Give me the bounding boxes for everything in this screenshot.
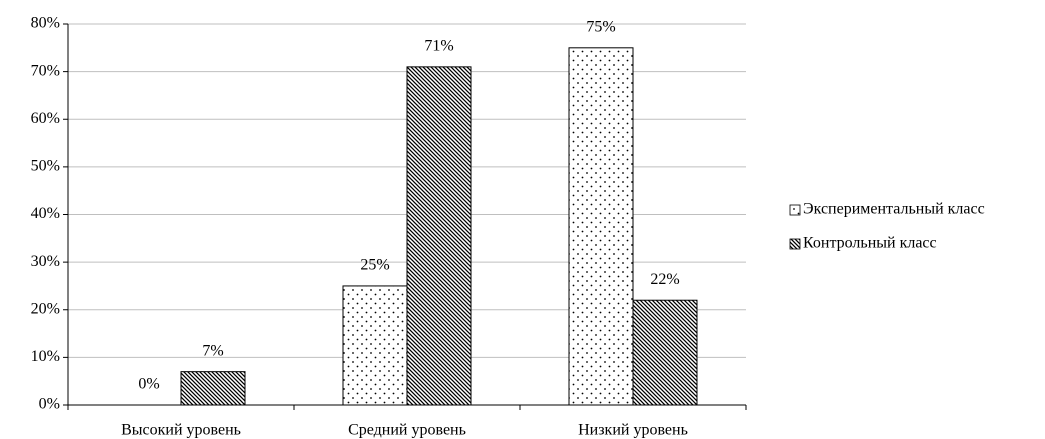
y-tick-label: 60% [31, 110, 60, 127]
value-label: 25% [360, 257, 389, 274]
value-label: 75% [586, 18, 615, 35]
x-tick-label: Низкий уровень [578, 422, 688, 439]
y-tick-label: 20% [31, 300, 60, 317]
x-tick-label: Средний уровень [348, 422, 466, 439]
legend-label: Экспериментальный класс [803, 201, 985, 218]
y-tick-label: 80% [31, 15, 60, 32]
bar [342, 285, 408, 406]
value-label: 71% [424, 38, 453, 55]
bar [632, 299, 698, 406]
y-tick-label: 70% [31, 62, 60, 79]
legend-swatch [789, 238, 801, 250]
legend-swatch [789, 204, 801, 216]
y-tick-label: 30% [31, 253, 60, 270]
y-tick-label: 0% [39, 396, 60, 413]
x-tick-label: Высокий уровень [121, 422, 241, 439]
value-label: 7% [202, 342, 223, 359]
legend-label: Контрольный класс [803, 235, 937, 252]
value-label: 22% [650, 271, 679, 288]
y-tick-label: 10% [31, 348, 60, 365]
y-tick-label: 50% [31, 158, 60, 175]
y-tick-label: 40% [31, 205, 60, 222]
bar [406, 66, 472, 406]
bar [568, 47, 634, 406]
bar [180, 371, 246, 406]
value-label: 0% [138, 376, 159, 393]
